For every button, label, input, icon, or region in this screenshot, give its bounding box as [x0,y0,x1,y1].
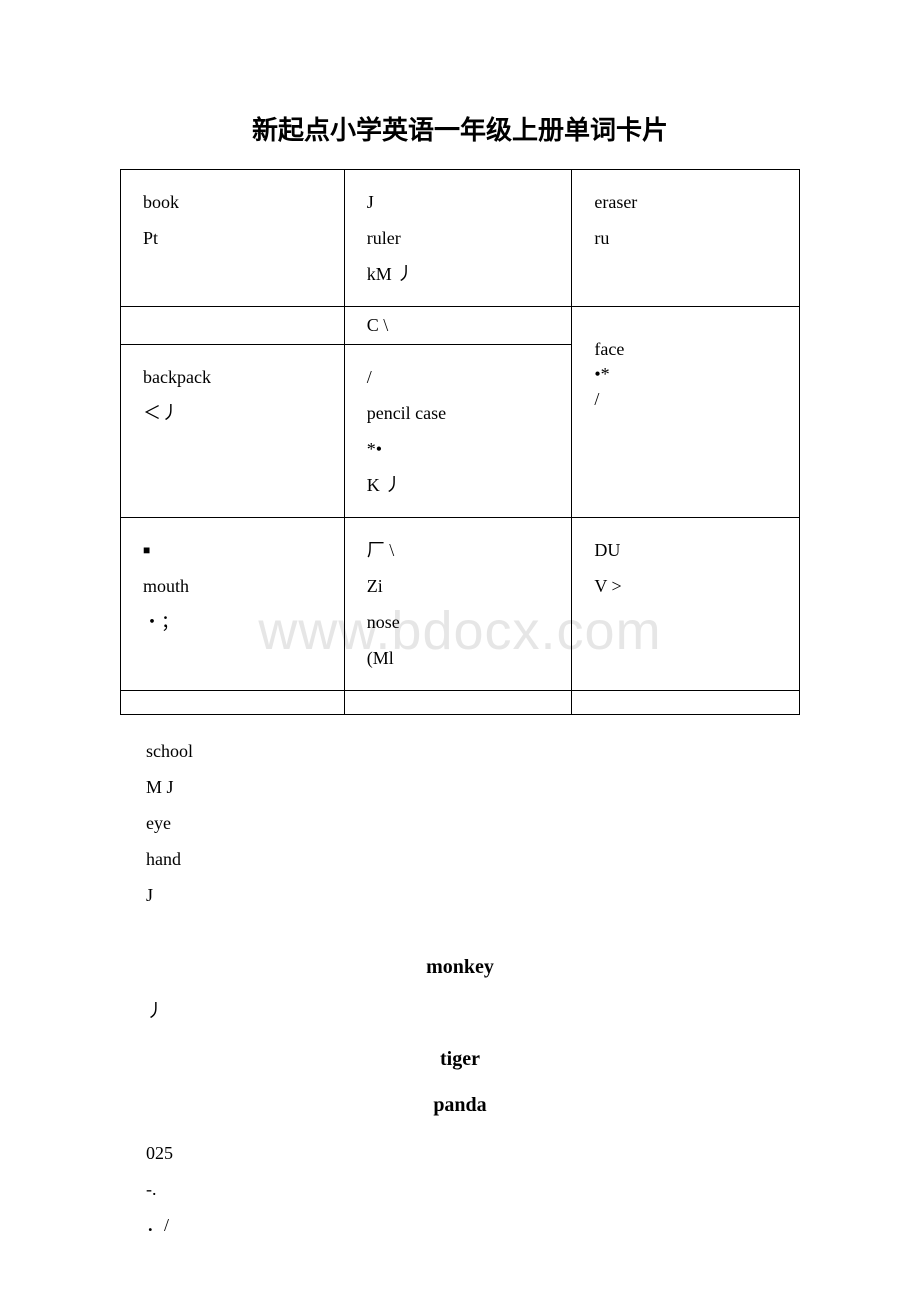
below-text: school M J eye hand J monkey 丿 tiger pan… [146,733,920,1243]
vocab-table: book Pt J ruler kM 丿 eraser ru C \ face … [120,169,800,715]
cell-face: face •* / [572,307,800,518]
text-line: J [367,184,550,220]
text-line: Zi [367,568,550,604]
word: ruler [367,220,550,256]
text-line: ．/ [146,1207,920,1243]
word: school [146,733,920,769]
text-line: / [367,359,550,395]
word: book [143,184,322,220]
text-line: J [146,877,920,913]
word: hand [146,841,920,877]
cell-empty [121,691,345,715]
text-line: M J [146,769,920,805]
page-content: 新起点小学英语一年级上册单词卡片 book Pt J ruler kM 丿 er… [0,0,920,1243]
word: eraser [594,184,777,220]
table-row: C \ face •* / [121,307,800,345]
text-line: C \ [367,313,550,338]
text-line: V > [594,568,777,604]
text-line: 丿 [146,993,920,1029]
word-panda: panda [0,1085,920,1125]
table-row [121,691,800,715]
text-line: ＜丿 [143,395,322,431]
word: eye [146,805,920,841]
text-line: ■ [143,532,322,568]
cell-empty [344,691,572,715]
text-line: •* [594,362,777,387]
word-monkey: monkey [0,947,920,987]
text-line: *• [367,431,550,467]
word: backpack [143,359,322,395]
word: nose [367,604,550,640]
word: face [594,337,777,362]
text-line: K 丿 [367,467,550,503]
cell-mouth: ■ mouth ・； [121,518,345,691]
word: pencil case [367,395,550,431]
cell-pencilcase: / pencil case *• K 丿 [344,345,572,518]
cell-empty [121,307,345,345]
table-row: book Pt J ruler kM 丿 eraser ru [121,170,800,307]
word-tiger: tiger [0,1039,920,1079]
text-line: ru [594,220,777,256]
text-line: Pt [143,220,322,256]
word: mouth [143,568,322,604]
text-line: DU [594,532,777,568]
text-line: ・； [143,604,322,640]
cell-du: DU V > [572,518,800,691]
text-line: 厂 \ [367,532,550,568]
text-line: 025 [146,1135,920,1171]
cell-cslash: C \ [344,307,572,345]
text-line: kM 丿 [367,256,550,292]
cell-eraser: eraser ru [572,170,800,307]
cell-backpack: backpack ＜丿 [121,345,345,518]
cell-empty [572,691,800,715]
text-line: (Ml [367,640,550,676]
text-line: / [594,387,777,412]
page-title: 新起点小学英语一年级上册单词卡片 [0,0,920,169]
cell-ruler: J ruler kM 丿 [344,170,572,307]
cell-book: book Pt [121,170,345,307]
table-row: ■ mouth ・； 厂 \ Zi nose (Ml DU V > [121,518,800,691]
text-line: -. [146,1171,920,1207]
cell-nose: 厂 \ Zi nose (Ml [344,518,572,691]
